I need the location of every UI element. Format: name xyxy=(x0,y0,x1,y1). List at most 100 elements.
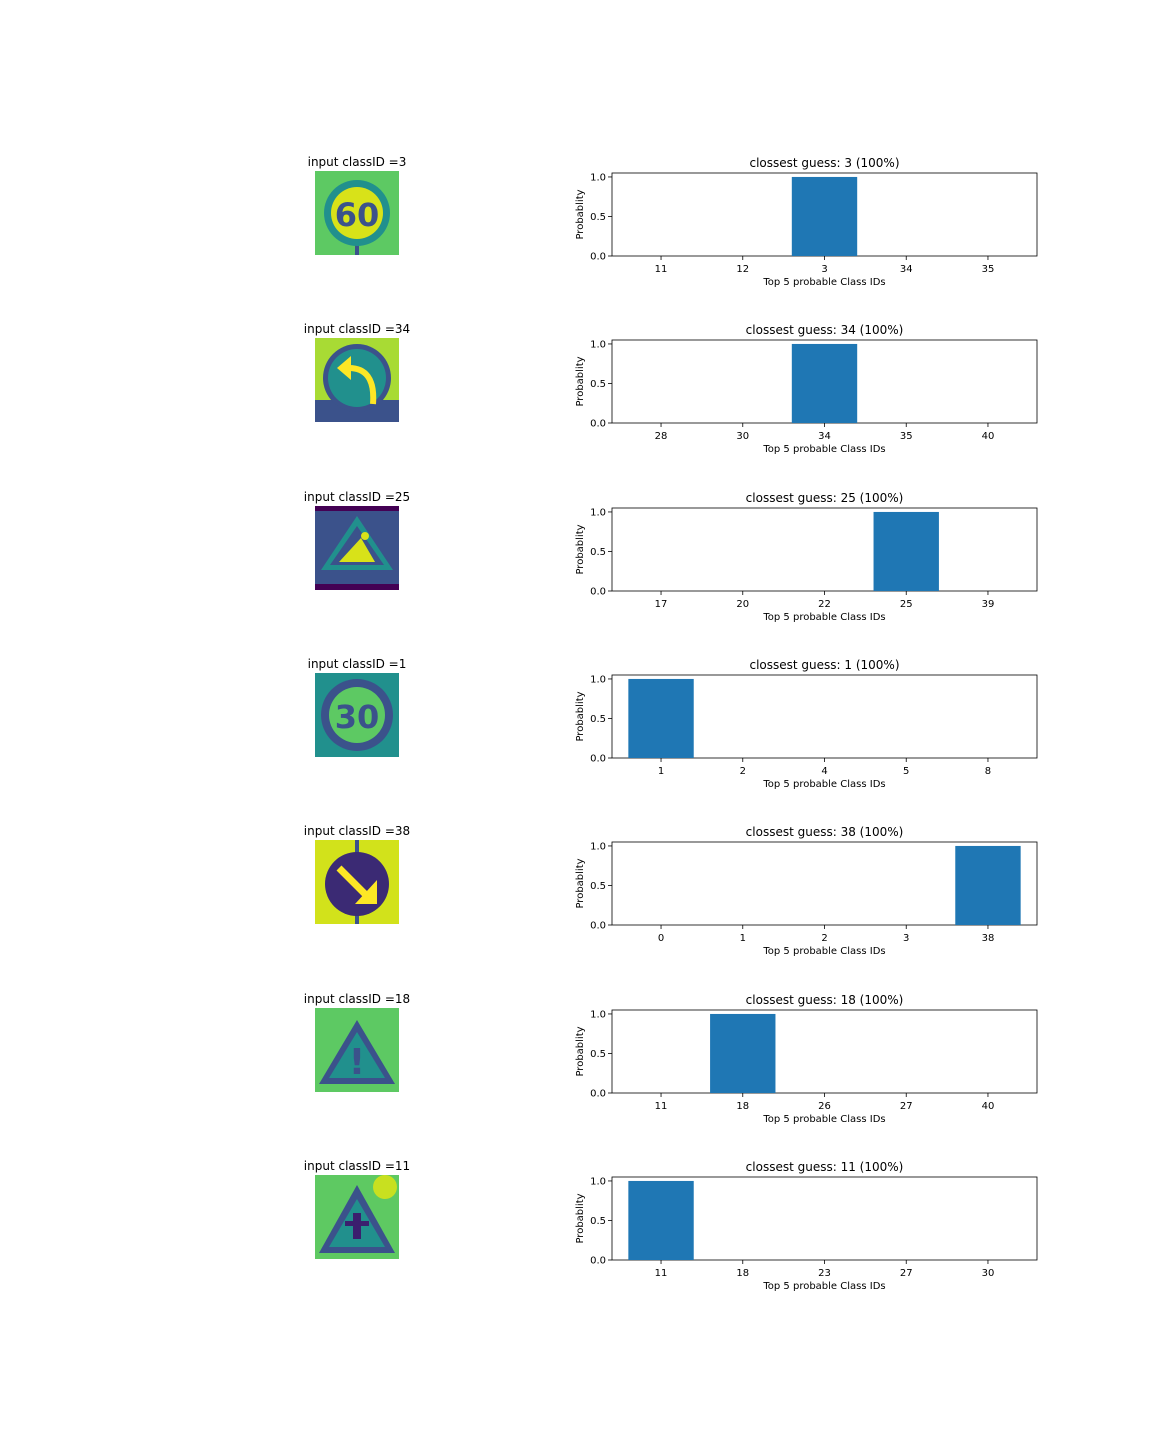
x-tick-label: 12 xyxy=(736,264,749,275)
right-of-way-sign-icon xyxy=(315,1175,399,1259)
thumb-band-top xyxy=(315,506,399,511)
chart-title: clossest guess: 11 (100%) xyxy=(746,1160,904,1174)
probability-bar xyxy=(710,1013,776,1093)
probability-bar-chart: clossest guess: 38 (100%) 0.0 0.5 1.0 0 1 2 3 38… xyxy=(575,825,1038,957)
x-axis-label: Top 5 probable Class IDs xyxy=(762,1281,885,1292)
x-tick-label: 34 xyxy=(818,431,831,442)
y-axis-label: Probablity xyxy=(575,189,586,239)
y-tick-label: 0.0 xyxy=(590,1089,606,1100)
work-symbol-head xyxy=(361,532,369,540)
x-tick-label: 27 xyxy=(900,1268,913,1279)
y-tick-label: 0.0 xyxy=(590,419,606,430)
probability-bar-chart: clossest guess: 3 (100%) 0.0 0.5 1.0 11 12 3 34… xyxy=(575,156,1038,288)
input-class-title: input classID =38 xyxy=(303,824,411,838)
sign-text: 60 xyxy=(335,196,380,234)
probability-bar xyxy=(791,176,858,256)
arrow-shaft xyxy=(336,865,372,901)
prediction-row: input classID =11 clossest guess: 11 (100… xyxy=(0,1159,1152,1326)
y-tick-label: 0.0 xyxy=(590,1256,606,1267)
sign-text: ! xyxy=(349,1042,365,1083)
input-class-title: input classID =34 xyxy=(303,322,411,336)
y-tick-label: 0.5 xyxy=(590,1216,606,1227)
x-tick-label: 4 xyxy=(821,766,827,777)
prediction-row: input classID =3 60 clossest guess: 3 (100… xyxy=(0,155,1152,322)
chart-title: clossest guess: 25 (100%) xyxy=(746,491,904,505)
x-tick-label: 39 xyxy=(982,599,995,610)
sign-post xyxy=(355,241,359,255)
x-tick-label: 26 xyxy=(818,1101,831,1112)
probability-bar xyxy=(873,511,939,591)
y-tick-label: 0.0 xyxy=(590,754,606,765)
chart-title: clossest guess: 3 (100%) xyxy=(749,156,899,170)
x-tick-label: 1 xyxy=(658,766,664,777)
x-tick-label: 35 xyxy=(900,431,913,442)
plot-area xyxy=(611,507,1038,592)
chart-title: clossest guess: 1 (100%) xyxy=(749,658,899,672)
x-tick-label: 11 xyxy=(655,1268,668,1279)
sign-face xyxy=(331,187,383,239)
probability-bar-chart: clossest guess: 25 (100%) 0.0 0.5 1.0 17 20 22… xyxy=(575,491,1038,623)
x-tick-label: 18 xyxy=(736,1268,749,1279)
work-symbol xyxy=(339,538,375,562)
x-tick-label: 2 xyxy=(740,766,746,777)
sign-symbol-bar xyxy=(345,1221,369,1226)
sign-face xyxy=(329,1032,385,1078)
input-class-title: input classID =3 xyxy=(307,155,407,169)
y-tick-label: 1.0 xyxy=(590,507,606,518)
y-tick-label: 0.5 xyxy=(590,379,606,390)
input-class-title: input classID =18 xyxy=(303,992,411,1006)
x-tick-label: 25 xyxy=(900,599,913,610)
x-tick-label: 11 xyxy=(655,1101,668,1112)
prediction-row: input classID =1 30 clossest guess: 1 (100… xyxy=(0,657,1152,824)
prediction-row: input classID =25 clossest guess: 25 (100… xyxy=(0,490,1152,657)
probability-bar xyxy=(955,845,1021,925)
prediction-row: input classID =18! clossest guess: 18 (10… xyxy=(0,992,1152,1159)
x-tick-label: 34 xyxy=(900,264,913,275)
x-tick-label: 17 xyxy=(655,599,668,610)
x-tick-label: 22 xyxy=(818,599,831,610)
y-axis-label: Probablity xyxy=(575,524,586,574)
x-tick-label: 0 xyxy=(658,933,664,944)
x-tick-label: 27 xyxy=(900,1101,913,1112)
x-tick-label: 23 xyxy=(818,1268,831,1279)
y-axis-label: Probablity xyxy=(575,858,586,908)
y-tick-label: 1.0 xyxy=(590,1176,606,1187)
speed-limit-60-sign-icon: 60 xyxy=(315,171,399,255)
arrow-head xyxy=(337,356,351,380)
probability-bar xyxy=(628,1180,694,1260)
probability-bar-chart: clossest guess: 1 (100%) 0.0 0.5 1.0 1 2 4 5 8 To… xyxy=(575,658,1038,790)
probability-bar xyxy=(628,678,694,758)
y-axis-label: Probablity xyxy=(575,1026,586,1076)
x-tick-label: 1 xyxy=(740,933,746,944)
speed-limit-30-sign-icon: 30 xyxy=(315,673,399,757)
y-tick-label: 0.0 xyxy=(590,587,606,598)
x-tick-label: 18 xyxy=(736,1101,749,1112)
x-axis-label: Top 5 probable Class IDs xyxy=(762,779,885,790)
thumb-band-bottom xyxy=(315,584,399,590)
y-tick-label: 0.5 xyxy=(590,1049,606,1060)
x-axis-label: Top 5 probable Class IDs xyxy=(762,444,885,455)
input-class-title: input classID =1 xyxy=(307,657,407,671)
probability-bar-chart: clossest guess: 34 (100%) 0.0 0.5 1.0 28 30 34… xyxy=(575,323,1038,455)
x-tick-label: 3 xyxy=(903,933,909,944)
x-tick-label: 3 xyxy=(821,264,827,275)
y-tick-label: 0.5 xyxy=(590,881,606,892)
x-tick-label: 11 xyxy=(655,264,668,275)
y-tick-label: 1.0 xyxy=(590,172,606,183)
y-tick-label: 1.0 xyxy=(590,674,606,685)
chart-title: clossest guess: 18 (100%) xyxy=(746,993,904,1007)
x-tick-label: 30 xyxy=(982,1268,995,1279)
y-axis-label: Probablity xyxy=(575,691,586,741)
arrow-head xyxy=(355,880,377,904)
y-tick-label: 1.0 xyxy=(590,1009,606,1020)
arrow-shaft xyxy=(348,365,377,405)
y-axis-label: Probablity xyxy=(575,356,586,406)
general-caution-sign-icon: ! xyxy=(315,1008,399,1092)
y-axis-label: Probablity xyxy=(575,1193,586,1243)
x-tick-label: 8 xyxy=(985,766,991,777)
x-tick-label: 38 xyxy=(982,933,995,944)
background-highlight xyxy=(373,1175,397,1199)
probability-bar-chart: clossest guess: 18 (100%) 0.0 0.5 1.0 11 18 26… xyxy=(575,993,1038,1125)
x-tick-label: 35 xyxy=(982,264,995,275)
sign-text: 30 xyxy=(335,698,380,736)
